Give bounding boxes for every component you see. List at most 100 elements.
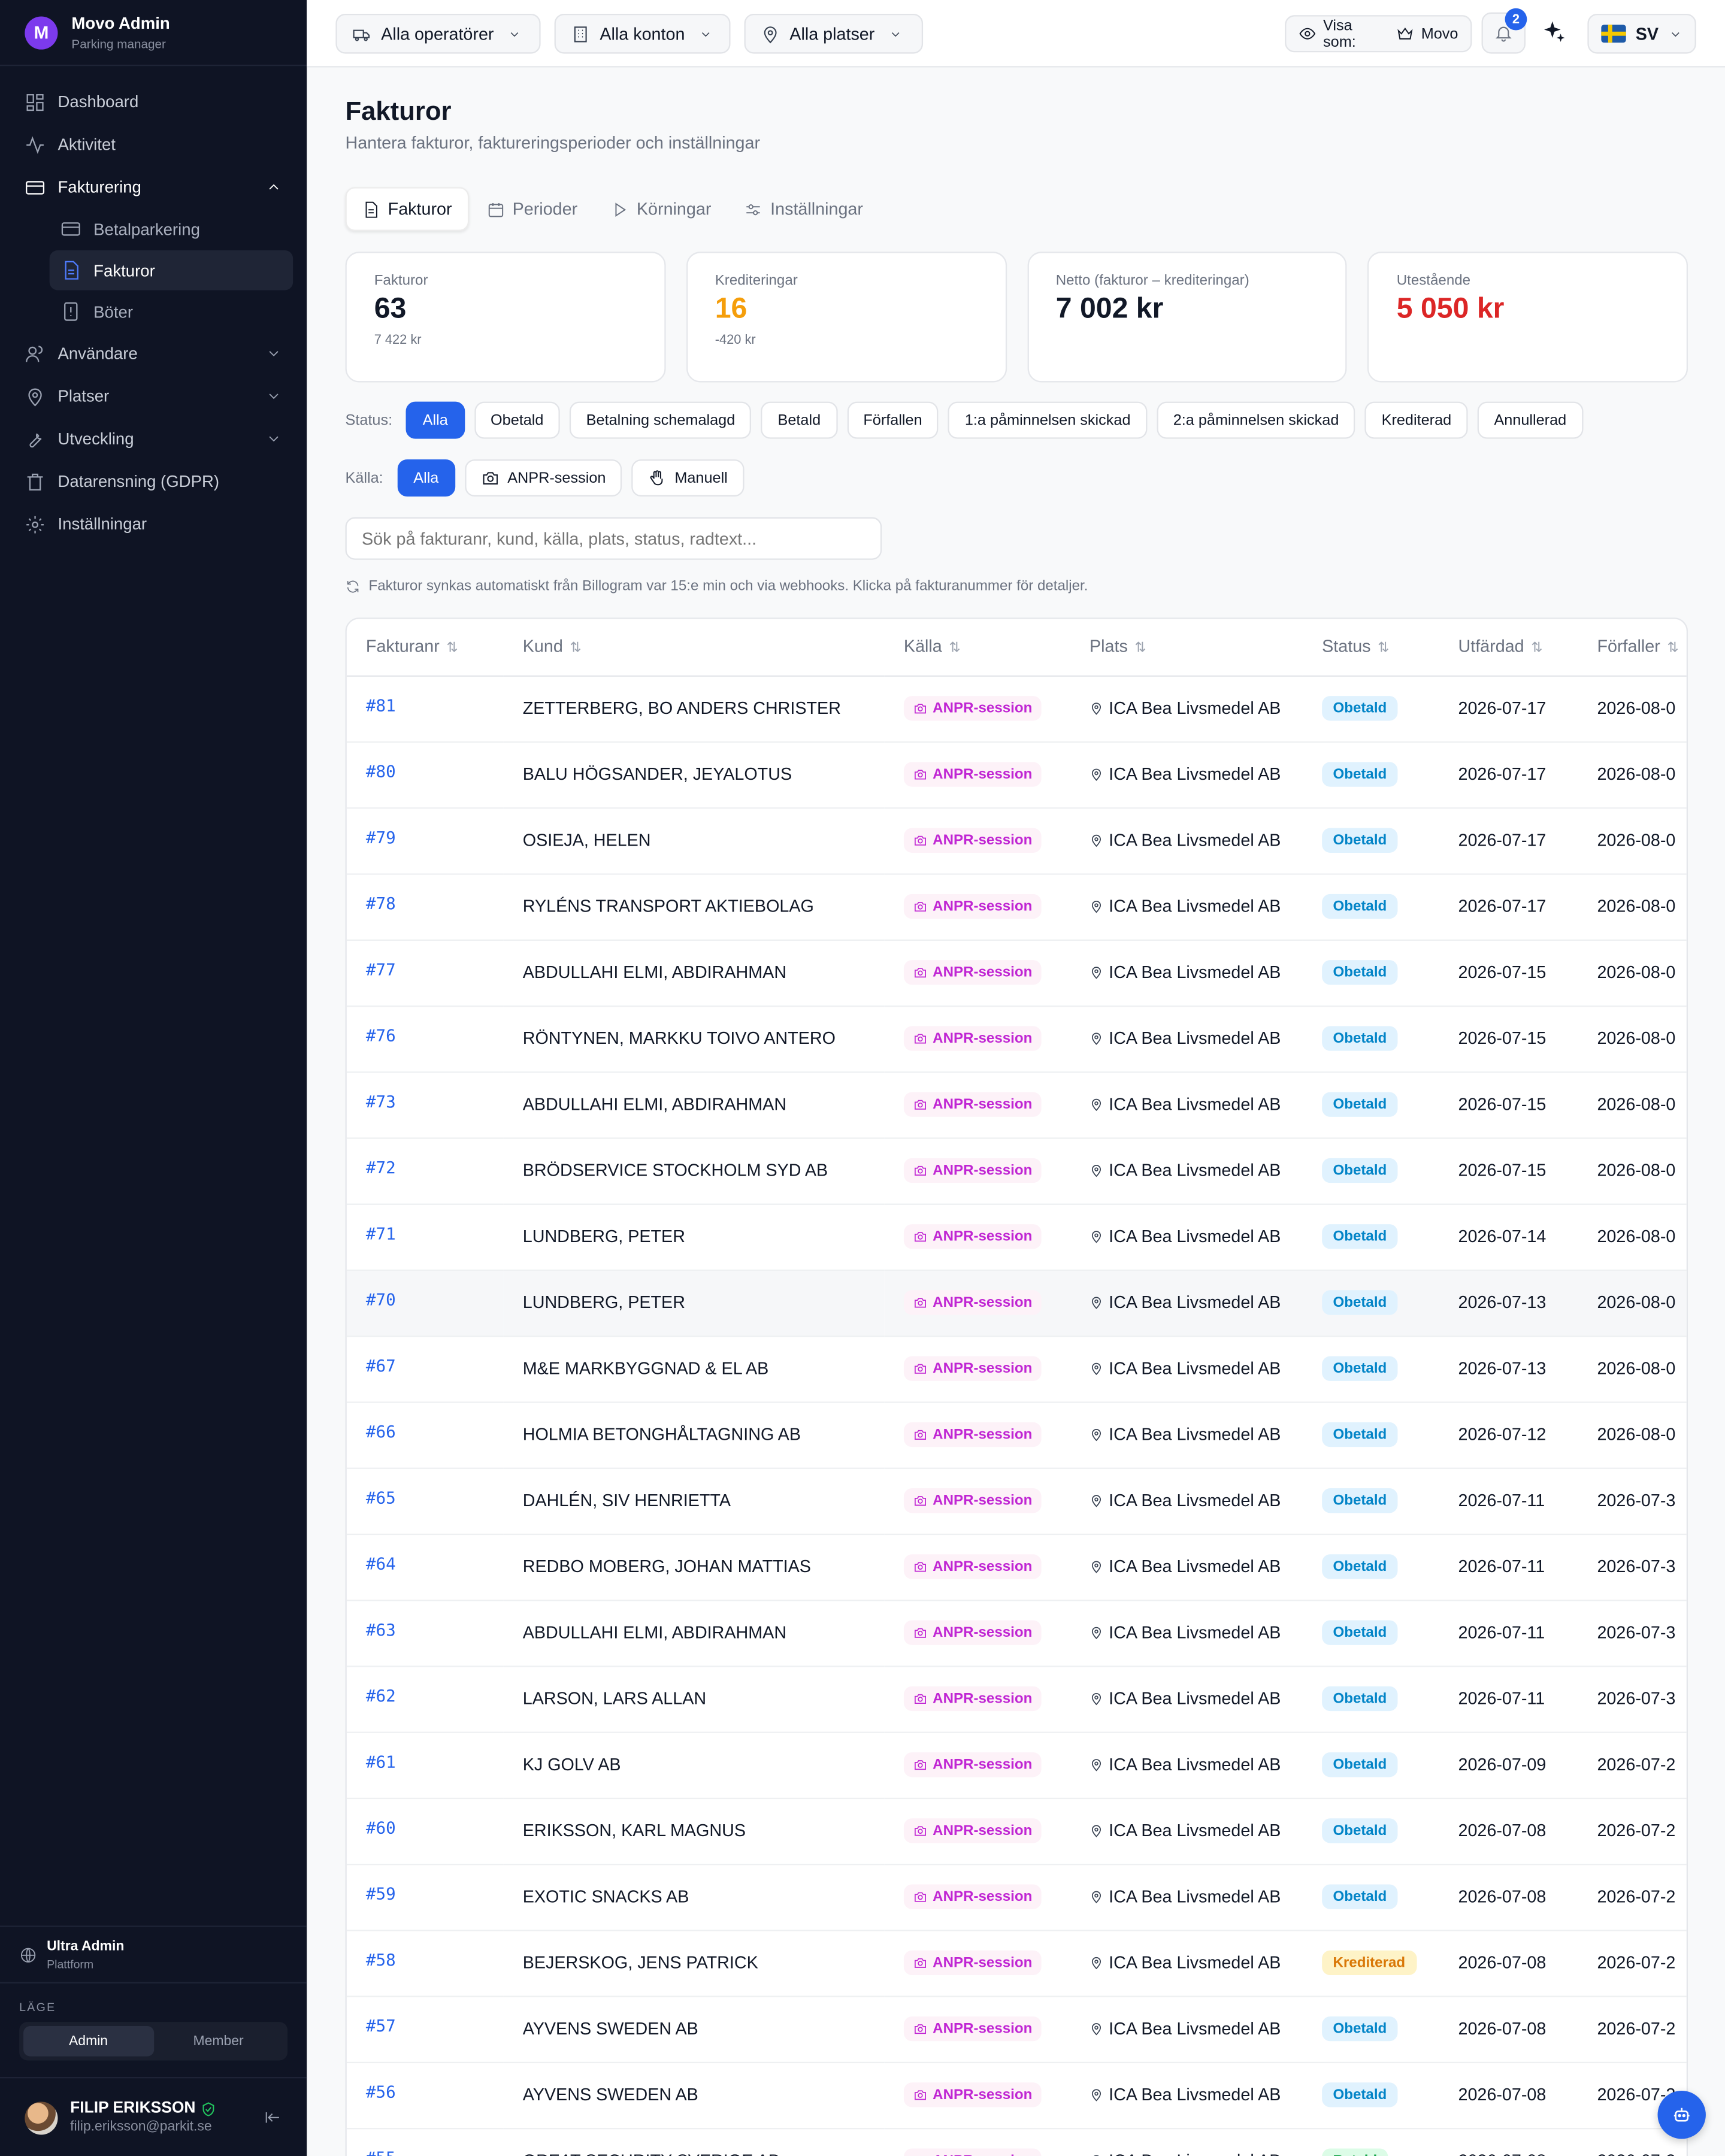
column-header-invoice-no[interactable]: Fakturanr ⇅ <box>346 619 504 676</box>
column-header-status[interactable]: Status ⇅ <box>1302 619 1439 676</box>
status-chip-first-reminder[interactable]: 1:a påminnelsen skickad <box>948 401 1148 439</box>
invoice-no-link[interactable]: #55 <box>366 2148 396 2156</box>
table-row[interactable]: #62 LARSON, LARS ALLAN ANPR-session ICA Bea… <box>346 1666 1687 1733</box>
invoice-no-link[interactable]: #72 <box>365 1158 396 1177</box>
invoice-no-link[interactable]: #58 <box>365 1950 396 1970</box>
table-row[interactable]: #73 ABDULLAHI ELMI, ABDIRAHMAN ANPR-sessio… <box>346 1071 1687 1138</box>
tab-settings[interactable]: Inställningar <box>729 187 878 231</box>
table-row[interactable]: #66 HOLMIA BETONGHÅLTAGNING AB ANPR-sessio… <box>346 1401 1687 1468</box>
language-select[interactable]: SV <box>1587 13 1696 54</box>
source-chip-all[interactable]: Alla <box>397 459 455 497</box>
invoice-no-link[interactable]: #57 <box>365 2016 396 2036</box>
invoice-no-link[interactable]: #56 <box>365 2082 396 2102</box>
column-header-customer[interactable]: Kund ⇅ <box>503 619 885 676</box>
account-select[interactable]: Alla konton <box>554 13 731 54</box>
tab-runs[interactable]: Körningar <box>595 187 727 231</box>
column-header-place[interactable]: Plats ⇅ <box>1070 619 1303 676</box>
invoice-no-link[interactable]: #71 <box>365 1224 396 1244</box>
sidebar-item-activity[interactable]: Aktivitet <box>14 124 293 165</box>
sidebar-subitem-fines[interactable]: Böter <box>50 292 293 332</box>
camera-icon <box>915 1430 926 1440</box>
table-row[interactable]: #59 EXOTIC SNACKS AB ANPR-session ICA Bea L… <box>346 1864 1687 1931</box>
status-chip-second-reminder[interactable]: 2:a påminnelsen skickad <box>1157 401 1355 439</box>
table-row[interactable]: #67 M&E MARKBYGGNAD & EL AB ANPR-session IC… <box>346 1336 1687 1403</box>
invoice-no-link[interactable]: #81 <box>365 696 396 716</box>
collapse-sidebar-icon[interactable] <box>264 2109 282 2127</box>
table-row[interactable]: #56 AYVENS SWEDEN AB ANPR-session ICA Bea L… <box>346 2061 1687 2129</box>
sidebar-item-development[interactable]: Utveckling <box>14 418 293 459</box>
table-row[interactable]: #61 KJ GOLV AB ANPR-session ICA Bea Livsmed… <box>346 1731 1687 1798</box>
status-chip-overdue[interactable]: Förfallen <box>846 401 939 439</box>
status-chip-cancelled[interactable]: Annullerad <box>1477 401 1583 439</box>
view-as-button[interactable]: Visa som: Movo <box>1285 15 1472 53</box>
invoice-no-link[interactable]: #77 <box>365 960 396 980</box>
play-icon <box>615 202 626 216</box>
sidebar-item-settings[interactable]: Inställningar <box>14 504 293 545</box>
brand[interactable]: M Movo Admin Parking manager <box>0 0 307 66</box>
user-profile[interactable]: FILIP ERIKSSON filip.eriksson@parkit.se <box>0 2077 307 2156</box>
sidebar-item-dashboard[interactable]: Dashboard <box>14 81 293 123</box>
tab-periods[interactable]: Perioder <box>471 187 593 231</box>
invoice-no-link[interactable]: #61 <box>365 1752 396 1772</box>
sparkle-icon[interactable] <box>1542 19 1567 44</box>
source-chip-anpr[interactable]: ANPR-session <box>464 459 623 497</box>
invoice-no-link[interactable]: #63 <box>365 1620 396 1640</box>
sidebar-item-places[interactable]: Platser <box>14 376 293 417</box>
place-select[interactable]: Alla platser <box>744 13 924 54</box>
customer-cell: AYVENS SWEDEN AB <box>503 1995 885 2063</box>
invoice-no-link[interactable]: #73 <box>365 1092 396 1112</box>
notifications-button[interactable]: 2 <box>1481 8 1527 54</box>
column-header-due[interactable]: Förfaller ⇅ <box>1578 619 1687 676</box>
assistant-button[interactable] <box>1657 2090 1706 2139</box>
invoice-no-link[interactable]: #67 <box>365 1356 396 1376</box>
invoice-no-link[interactable]: #70 <box>365 1290 396 1310</box>
invoice-no-link[interactable]: #62 <box>365 1686 396 1706</box>
mode-admin-button[interactable]: Admin <box>23 2026 154 2057</box>
table-row[interactable]: #64 REDBO MOBERG, JOHAN MATTIAS ANPR-sessi… <box>346 1533 1687 1601</box>
invoice-no-link[interactable]: #66 <box>365 1422 396 1442</box>
status-chip-scheduled[interactable]: Betalning schemalagd <box>570 401 752 439</box>
customer-cell: REDBO MOBERG, JOHAN MATTIAS <box>503 1533 885 1601</box>
table-row[interactable]: #58 BEJERSKOG, JENS PATRICK ANPR-session IC… <box>346 1930 1687 1997</box>
sidebar-item-gdpr[interactable]: Datarensning (GDPR) <box>14 461 293 502</box>
invoice-no-link[interactable]: #65 <box>365 1488 396 1508</box>
tab-invoices[interactable]: Fakturor <box>345 187 469 231</box>
table-row[interactable]: #76 RÖNTYNEN, MARKKU TOIVO ANTERO ANPR-ses… <box>346 1005 1687 1073</box>
sidebar-item-billing[interactable]: Fakturering <box>14 166 293 208</box>
operator-select[interactable]: Alla operatörer <box>335 13 541 54</box>
status-chip-paid[interactable]: Betald <box>761 401 837 439</box>
platform-switcher[interactable]: Ultra Admin Plattform <box>0 1925 307 1984</box>
status-cell: Obetald <box>1302 1666 1439 1733</box>
table-row[interactable]: #78 RYLÉNS TRANSPORT AKTIEBOLAG ANPR-sessi… <box>346 873 1687 940</box>
table-row[interactable]: #63 ABDULLAHI ELMI, ABDIRAHMAN ANPR-sessio… <box>346 1600 1687 1667</box>
table-row[interactable]: #72 BRÖDSERVICE STOCKHOLM SYD AB ANPR-sess… <box>346 1137 1687 1204</box>
search-input[interactable] <box>345 517 882 560</box>
table-row[interactable]: #71 LUNDBERG, PETER ANPR-session ICA Bea Li… <box>346 1203 1687 1271</box>
invoice-no-link[interactable]: #64 <box>365 1554 396 1574</box>
mode-member-button[interactable]: Member <box>193 2033 244 2049</box>
status-chip-all[interactable]: Alla <box>406 401 465 439</box>
table-row[interactable]: #60 ERIKSSON, KARL MAGNUS ANPR-session ICA … <box>346 1797 1687 1865</box>
status-chip-unpaid[interactable]: Obetald <box>474 401 561 439</box>
status-chip-credited[interactable]: Krediterad <box>1365 401 1468 439</box>
invoice-no-link[interactable]: #59 <box>365 1884 396 1904</box>
table-row[interactable]: #80 BALU HÖGSANDER, JEYALOTUS ANPR-session… <box>346 741 1687 808</box>
table-row[interactable]: #57 AYVENS SWEDEN AB ANPR-session ICA Bea L… <box>346 1995 1687 2063</box>
column-header-source[interactable]: Källa ⇅ <box>884 619 1070 676</box>
table-row[interactable]: #77 ABDULLAHI ELMI, ABDIRAHMAN ANPR-sessio… <box>346 939 1687 1007</box>
invoice-no-link[interactable]: #60 <box>365 1818 396 1838</box>
table-row[interactable]: #70 LUNDBERG, PETER ANPR-session ICA Bea Li… <box>346 1269 1687 1337</box>
sidebar-item-users[interactable]: Användare <box>14 333 293 374</box>
source-chip-manual[interactable]: Manuell <box>632 459 745 497</box>
table-row[interactable]: #55 GREAT SECURITY SVERIGE AB ANPR-session… <box>346 2127 1687 2156</box>
invoice-no-link[interactable]: #78 <box>365 894 396 914</box>
table-row[interactable]: #81 ZETTERBERG, BO ANDERS CHRISTER ANPR-se… <box>346 675 1687 743</box>
sidebar-subitem-invoices[interactable]: Fakturor <box>49 250 293 290</box>
table-row[interactable]: #79 OSIEJA, HELEN ANPR-session ICA Bea Livs… <box>346 807 1687 874</box>
invoice-no-link[interactable]: #80 <box>365 762 396 782</box>
column-header-issued[interactable]: Utfärdad ⇅ <box>1439 619 1578 676</box>
invoice-no-link[interactable]: #79 <box>365 828 396 847</box>
invoice-no-link[interactable]: #76 <box>365 1026 396 1046</box>
table-row[interactable]: #65 DAHLÉN, SIV HENRIETTA ANPR-session ICA … <box>346 1467 1687 1534</box>
sidebar-subitem-paid-parking[interactable]: Betalparkering <box>50 209 293 249</box>
